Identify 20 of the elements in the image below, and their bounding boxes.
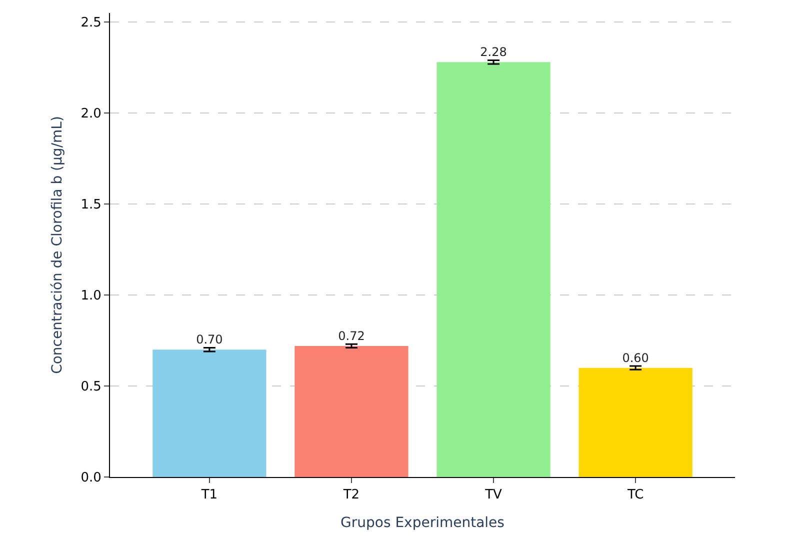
data-label: 0.72 <box>338 328 365 343</box>
x-axis-title: Grupos Experimentales <box>340 514 504 531</box>
y-tick-label: 0.0 <box>80 470 102 486</box>
x-tick-label: T1 <box>200 488 218 503</box>
x-tick-label: T2 <box>342 488 360 503</box>
data-label: 2.28 <box>480 45 507 60</box>
data-label: 0.60 <box>622 350 649 365</box>
x-tick-label: TC <box>626 488 644 503</box>
y-tick-label: 0.5 <box>80 380 102 395</box>
y-tick-label: 2.5 <box>80 16 102 31</box>
data-label: 0.70 <box>196 332 223 347</box>
y-tick-label: 2.0 <box>80 106 102 122</box>
y-tick-label: 1.0 <box>80 288 102 304</box>
y-tick-label: 1.5 <box>80 198 102 213</box>
bar <box>294 346 408 477</box>
y-axis-title: Concentración de Clorofila b (μg/mL) <box>49 116 66 374</box>
bar <box>578 368 692 477</box>
x-tick-label: TV <box>484 488 502 503</box>
bar <box>152 350 266 477</box>
bar <box>436 62 550 477</box>
